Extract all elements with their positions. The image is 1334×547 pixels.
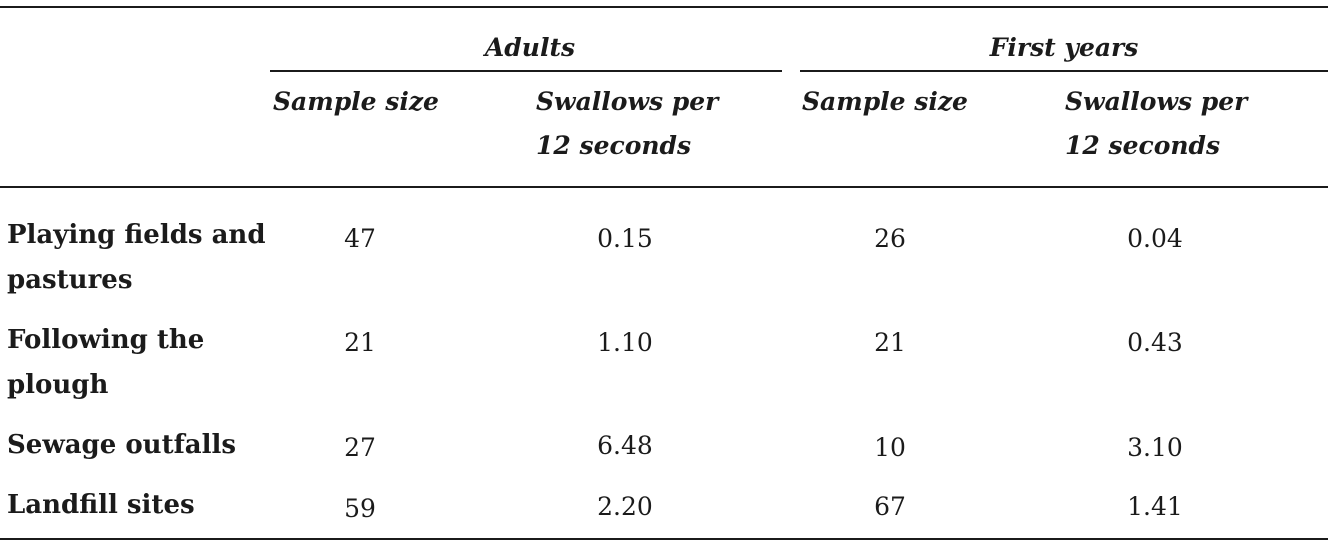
row-label-line: plough: [7, 370, 109, 400]
column-header-line: Sample size: [802, 87, 968, 116]
column-header-line: Sample size: [273, 87, 439, 116]
column-header-adults-swallows: Swallows per 12 seconds: [536, 80, 718, 168]
row-label-line: Playing fields and: [7, 220, 266, 250]
table-cell: 2.20: [597, 492, 653, 521]
table-cell: 21: [874, 328, 906, 357]
group-header-adults: Adults: [484, 33, 576, 62]
table-cell: 0.43: [1127, 328, 1183, 357]
table-cell: 47: [344, 224, 376, 253]
row-label-line: Landfill sites: [7, 490, 195, 520]
table-cell: 0.04: [1127, 224, 1183, 253]
table-cell: 26: [874, 224, 906, 253]
table-bottom-rule: [0, 538, 1328, 540]
column-header-first-years-sample-size: Sample size: [802, 80, 968, 124]
table-cell: 67: [874, 492, 906, 521]
row-label-following-the-plough: Following the plough: [7, 318, 267, 408]
table-cell: 0.15: [597, 224, 653, 253]
column-header-line: 12 seconds: [1065, 131, 1221, 160]
group-header-first-years: First years: [989, 33, 1139, 62]
row-label-sewage-outfalls: Sewage outfalls: [7, 423, 267, 468]
table-header-rule: [0, 186, 1328, 188]
row-label-line: pastures: [7, 265, 133, 295]
table-cell: 21: [344, 328, 376, 357]
table-cell: 27: [344, 433, 376, 462]
row-label-playing-fields: Playing fields and pastures: [7, 213, 267, 303]
table-cell: 59: [344, 494, 376, 523]
table-top-rule: [0, 6, 1328, 8]
row-label-line: Following the: [7, 325, 205, 355]
table-cell: 1.10: [597, 328, 653, 357]
table-cell: 6.48: [597, 431, 653, 460]
table-cell: 1.41: [1127, 492, 1183, 521]
group-rule-first-years: [800, 70, 1328, 72]
column-header-line: Swallows per: [1065, 87, 1248, 116]
column-header-first-years-swallows: Swallows per 12 seconds: [1065, 80, 1247, 168]
row-label-landfill-sites: Landfill sites: [7, 483, 267, 528]
group-rule-adults: [270, 70, 782, 72]
table-cell: 10: [874, 433, 906, 462]
column-header-line: 12 seconds: [536, 131, 692, 160]
table-cell: 3.10: [1127, 433, 1183, 462]
column-header-line: Swallows per: [536, 87, 719, 116]
row-label-line: Sewage outfalls: [7, 430, 236, 460]
column-header-adults-sample-size: Sample size: [273, 80, 439, 124]
